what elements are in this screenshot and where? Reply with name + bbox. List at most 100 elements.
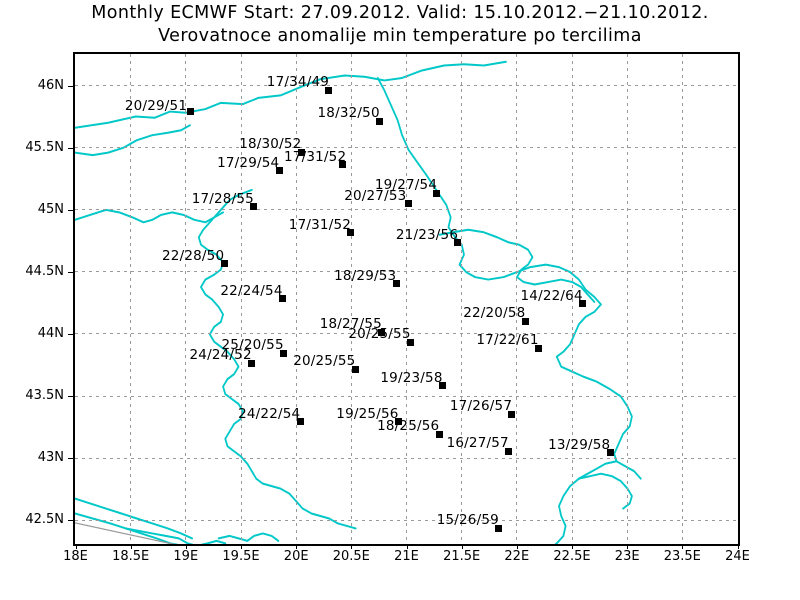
x-axis-tick — [406, 543, 408, 549]
title-line-2: Verovatnoce anomalije min temperature po… — [158, 26, 642, 46]
x-axis-label: 20.5E — [332, 549, 370, 564]
station-tercile-label: 16/27/57 — [446, 435, 509, 452]
x-axis-tick — [75, 543, 77, 549]
gridline-horizontal — [75, 147, 738, 149]
station-marker — [454, 239, 462, 247]
gridline-vertical — [681, 54, 683, 544]
gridline-horizontal — [75, 519, 738, 521]
gridline-vertical — [571, 54, 573, 544]
station-tercile-label: 13/29/58 — [548, 436, 611, 453]
station-tercile-label: 21/23/56 — [395, 226, 459, 243]
station-marker — [325, 86, 333, 94]
map-inner: 17/34/49 20/29/51 18/32/50 18/30/52 17/31/52… — [75, 54, 738, 544]
x-axis-label: 19E — [173, 549, 199, 564]
x-axis-label: 18.5E — [112, 549, 150, 564]
x-axis-label: 18E — [63, 549, 88, 564]
station-tercile-label: 17/28/55 — [191, 190, 254, 207]
station-marker — [338, 161, 346, 168]
y-axis-label: 44N — [37, 325, 64, 341]
station-marker — [435, 430, 443, 438]
station-marker — [508, 410, 516, 418]
x-axis-label: 23E — [614, 549, 640, 564]
chart-title: Monthly ECMWF Start: 27.09.2012. Valid: … — [0, 2, 800, 48]
station-marker — [275, 167, 283, 175]
station-marker — [250, 203, 258, 211]
x-axis-tick — [572, 543, 573, 549]
station-marker — [297, 148, 305, 156]
station-tercile-label: 15/26/59 — [436, 512, 499, 529]
gridline-vertical — [461, 54, 463, 544]
station-tercile-label: 20/27/53 — [344, 188, 407, 204]
station-marker — [376, 117, 383, 125]
y-axis-label: 42.5N — [25, 512, 64, 528]
station-tercile-label: 20/25/55 — [293, 353, 356, 370]
station-marker — [378, 328, 386, 336]
x-axis-label: 24E — [725, 549, 750, 564]
station-tercile-label: 17/26/57 — [449, 398, 513, 415]
station-tercile-label: 18/25/56 — [377, 418, 440, 434]
y-axis-label: 45.5N — [25, 139, 64, 155]
y-axis-tick — [68, 396, 73, 397]
station-tercile-label: 20/29/51 — [124, 98, 188, 115]
station-tercile-label: 22/24/54 — [220, 282, 283, 299]
x-axis-label: 20E — [283, 549, 309, 564]
station-tercile-label: 19/27/54 — [374, 177, 438, 194]
station-tercile-label: 24/24/52 — [189, 347, 252, 364]
station-marker — [534, 344, 542, 352]
station-tercile-label: 18/32/50 — [317, 105, 380, 122]
map-plot-area: 17/34/49 20/29/51 18/32/50 18/30/52 17/31/52… — [73, 52, 740, 546]
gridline-horizontal — [75, 85, 738, 86]
station-tercile-label: 17/31/52 — [288, 216, 352, 233]
station-tercile-label: 24/22/54 — [238, 405, 301, 422]
gridline-vertical — [350, 54, 352, 544]
y-axis-tick — [68, 271, 73, 273]
y-axis-tick — [68, 333, 73, 335]
station-tercile-label: 17/31/52 — [284, 148, 347, 165]
x-axis-tick — [516, 543, 518, 549]
y-axis-tick — [68, 147, 73, 149]
y-axis-label: 43.5N — [25, 388, 64, 403]
title-line-1: Monthly ECMWF Start: 27.09.2012. Valid: … — [91, 3, 709, 23]
x-axis-tick — [185, 543, 187, 549]
gridline-horizontal — [75, 333, 738, 335]
station-tercile-label: 17/34/49 — [266, 74, 330, 90]
y-axis-tick — [68, 520, 73, 522]
y-axis-label: 43N — [37, 450, 64, 466]
station-tercile-label: 25/20/55 — [221, 337, 284, 354]
station-tercile-label: 17/22/61 — [476, 332, 539, 349]
gridline-horizontal — [75, 395, 738, 397]
gridline-horizontal — [75, 457, 738, 459]
x-axis-label: 19.5E — [222, 549, 260, 564]
x-axis-tick — [737, 543, 739, 549]
station-tercile-label: 18/29/53 — [334, 267, 397, 284]
station-tercile-label: 20/25/55 — [348, 326, 411, 343]
y-axis-label: 46N — [37, 77, 64, 93]
station-tercile-label: 22/28/50 — [162, 247, 225, 264]
station-marker — [495, 524, 503, 532]
gridline-vertical — [130, 54, 132, 544]
gridline-vertical — [295, 54, 297, 544]
x-axis-tick — [351, 543, 353, 549]
x-axis-tick — [130, 543, 132, 549]
station-marker — [278, 295, 286, 303]
gridline-vertical — [406, 54, 407, 544]
gridline-horizontal — [75, 271, 738, 273]
station-tercile-label: 22/20/58 — [463, 305, 526, 321]
x-axis-label: 22.5E — [553, 549, 591, 564]
y-axis-label: 44.5N — [25, 263, 64, 279]
x-axis-tick — [241, 543, 242, 549]
x-axis-label: 22E — [504, 549, 530, 564]
station-marker — [406, 338, 414, 346]
gridline-vertical — [516, 54, 518, 544]
x-axis-tick — [461, 543, 463, 549]
station-marker — [404, 199, 412, 207]
station-marker — [351, 365, 359, 373]
station-marker — [392, 280, 400, 288]
station-marker — [220, 260, 228, 268]
y-axis-label: 45N — [37, 201, 64, 217]
gridline-vertical — [185, 54, 187, 544]
station-marker — [394, 418, 402, 426]
gridline-vertical — [626, 54, 628, 544]
y-axis-tick — [68, 458, 73, 460]
